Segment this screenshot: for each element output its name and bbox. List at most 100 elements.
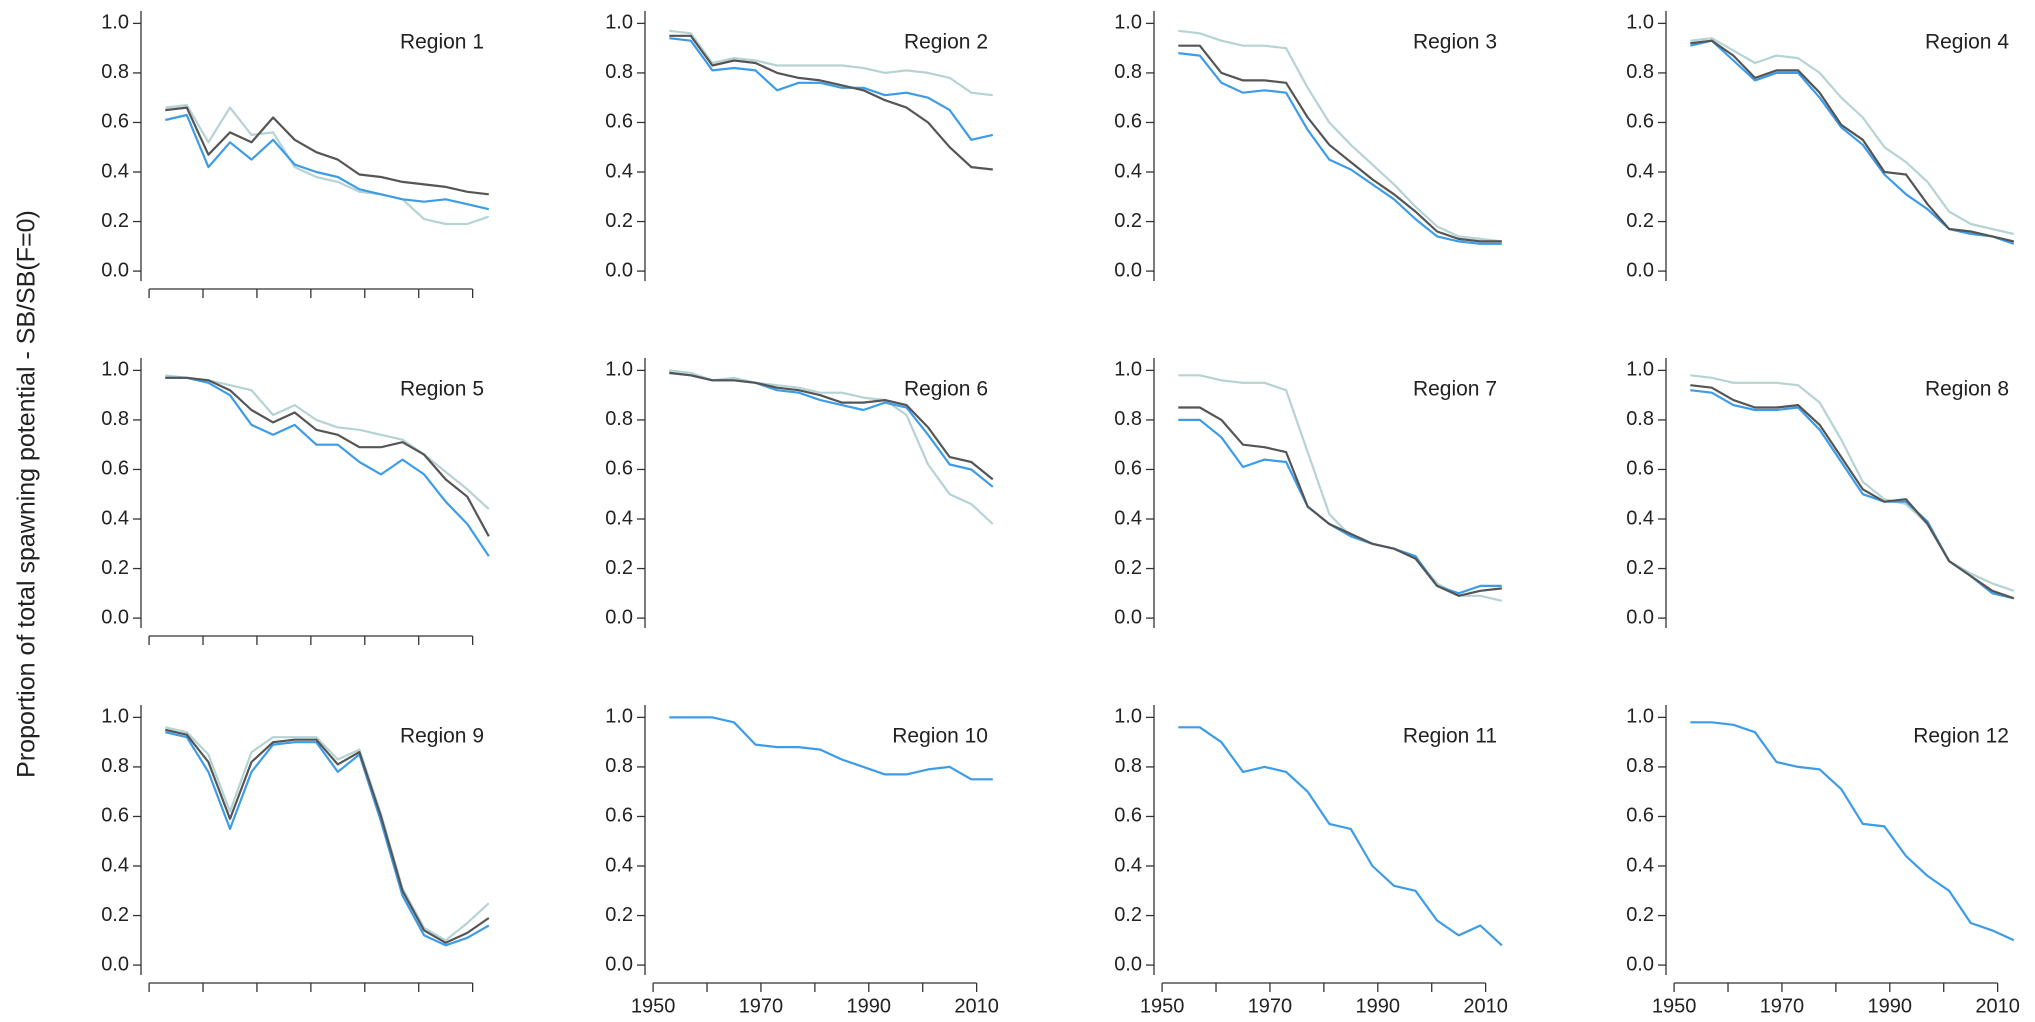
series-line xyxy=(669,34,993,171)
series-line xyxy=(165,104,490,226)
y-tick-label: 0.2 xyxy=(101,904,129,926)
y-tick-label: 0.4 xyxy=(605,507,633,529)
series-line xyxy=(1690,389,2015,600)
series-line xyxy=(669,371,994,481)
y-tick-label: 1.0 xyxy=(605,359,633,381)
x-tick-label: 2010 xyxy=(1463,995,1508,1017)
y-tick-label: 0.4 xyxy=(1626,854,1654,876)
y-tick-label: 0.0 xyxy=(1114,953,1142,975)
series-line xyxy=(1690,39,2015,245)
panel-title: Region 6 xyxy=(904,378,988,401)
y-tick-label: 1.0 xyxy=(101,706,129,728)
y-tick-label: 0.4 xyxy=(605,854,633,876)
series-line xyxy=(1178,44,1502,243)
y-tick-label: 0.8 xyxy=(1626,61,1654,83)
y-tick-label: 0.0 xyxy=(605,259,633,281)
y-tick-label: 0.6 xyxy=(1114,111,1142,133)
series-line xyxy=(1178,52,1502,245)
y-tick-label: 0.8 xyxy=(101,61,129,83)
y-tick-label: 0.6 xyxy=(1114,458,1142,480)
y-tick-label: 1.0 xyxy=(1114,706,1142,728)
y-tick-label: 0.0 xyxy=(605,953,633,975)
series-line xyxy=(165,731,490,947)
series-line xyxy=(669,716,993,781)
y-tick-label: 0.8 xyxy=(605,755,633,777)
y-tick-label: 0.4 xyxy=(101,507,129,529)
series-line xyxy=(669,369,994,525)
x-tick-label: 1990 xyxy=(1868,995,1913,1017)
y-tick-label: 0.8 xyxy=(101,755,129,777)
y-tick-label: 0.2 xyxy=(1626,904,1654,926)
y-tick-label: 0.2 xyxy=(1114,557,1142,579)
y-tick-label: 0.4 xyxy=(1626,507,1654,529)
y-axis-label: Proportion of total spawning potential -… xyxy=(13,210,41,778)
y-tick-label: 0.0 xyxy=(101,259,129,281)
y-tick-label: 0.2 xyxy=(605,210,633,232)
series-line xyxy=(1178,374,1503,602)
y-tick-label: 0.8 xyxy=(101,408,129,430)
x-tick-label: 1970 xyxy=(1760,995,1805,1017)
y-tick-label: 1.0 xyxy=(1626,359,1654,381)
x-tick-label: 1970 xyxy=(739,995,784,1017)
x-tick-label: 2010 xyxy=(1975,995,2020,1017)
series-line xyxy=(1690,721,2015,942)
series-line xyxy=(165,374,490,510)
y-tick-label: 1.0 xyxy=(1626,12,1654,34)
y-tick-label: 0.6 xyxy=(101,805,129,827)
y-tick-label: 0.0 xyxy=(1114,606,1142,628)
y-tick-label: 0.2 xyxy=(1626,210,1654,232)
y-tick-label: 0.4 xyxy=(605,160,633,182)
panel-title: Region 9 xyxy=(400,725,484,748)
y-tick-label: 0.6 xyxy=(101,111,129,133)
y-tick-label: 0.0 xyxy=(1626,953,1654,975)
series-line xyxy=(1690,374,2015,592)
y-tick-label: 0.2 xyxy=(101,210,129,232)
series-line xyxy=(1178,29,1502,243)
panel-title: Region 7 xyxy=(1413,378,1497,401)
y-tick-label: 0.2 xyxy=(605,904,633,926)
y-tick-label: 0.4 xyxy=(1114,854,1142,876)
y-tick-label: 0.4 xyxy=(1114,507,1142,529)
y-tick-label: 1.0 xyxy=(101,12,129,34)
y-tick-label: 0.2 xyxy=(1114,904,1142,926)
x-tick-label: 1950 xyxy=(1652,995,1697,1017)
y-tick-label: 0.6 xyxy=(1626,805,1654,827)
x-tick-label: 1970 xyxy=(1248,995,1293,1017)
panel-title: Region 12 xyxy=(1913,725,2009,748)
panel-title: Region 4 xyxy=(1925,31,2009,54)
y-tick-label: 0.4 xyxy=(1114,160,1142,182)
series-line xyxy=(165,106,489,196)
y-tick-label: 0.2 xyxy=(1626,557,1654,579)
y-tick-label: 1.0 xyxy=(1626,706,1654,728)
y-tick-label: 0.0 xyxy=(101,953,129,975)
y-tick-label: 0.8 xyxy=(1114,61,1142,83)
series-line xyxy=(669,29,993,97)
x-tick-label: 2010 xyxy=(954,995,999,1017)
series-line xyxy=(669,37,994,141)
series-line xyxy=(165,376,490,557)
y-tick-label: 1.0 xyxy=(1114,359,1142,381)
y-tick-label: 0.4 xyxy=(1626,160,1654,182)
panel-title: Region 3 xyxy=(1413,31,1497,54)
y-tick-label: 0.8 xyxy=(1626,755,1654,777)
series-line xyxy=(1178,406,1502,597)
y-tick-label: 0.2 xyxy=(605,557,633,579)
y-tick-label: 0.0 xyxy=(1114,259,1142,281)
series-line xyxy=(1178,418,1502,595)
y-tick-label: 0.6 xyxy=(101,458,129,480)
x-tick-label: 1990 xyxy=(1356,995,1401,1017)
y-tick-label: 0.8 xyxy=(605,408,633,430)
y-tick-label: 1.0 xyxy=(101,359,129,381)
y-tick-label: 0.8 xyxy=(1114,408,1142,430)
y-tick-label: 0.2 xyxy=(1114,210,1142,232)
y-tick-label: 0.8 xyxy=(1626,408,1654,430)
y-tick-label: 0.2 xyxy=(101,557,129,579)
x-tick-label: 1990 xyxy=(847,995,892,1017)
series-line xyxy=(1690,37,2015,235)
panel-title: Region 8 xyxy=(1925,378,2009,401)
series-line xyxy=(1690,39,2015,243)
y-tick-label: 0.8 xyxy=(605,61,633,83)
x-tick-label: 1950 xyxy=(631,995,676,1017)
y-tick-label: 0.6 xyxy=(605,458,633,480)
series-line xyxy=(1178,726,1503,947)
